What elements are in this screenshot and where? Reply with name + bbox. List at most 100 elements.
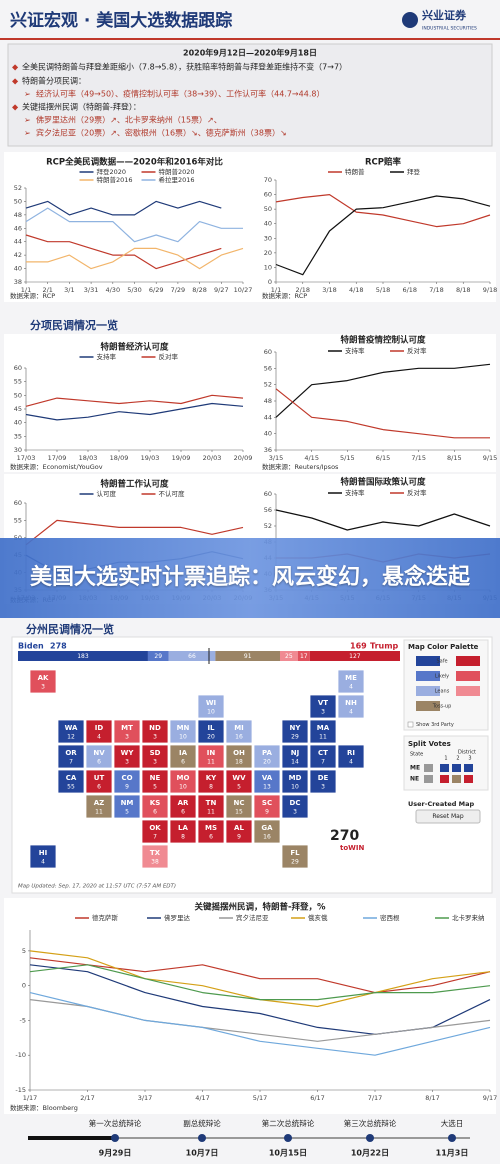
ev-segment-label: 127: [349, 653, 361, 660]
y-tick-label: 60: [14, 364, 22, 372]
state-abbr: VT: [318, 699, 328, 707]
y-tick-label: 60: [14, 499, 22, 507]
state-ev: 3: [293, 809, 297, 816]
timeline-date: 10月15日: [269, 1149, 307, 1158]
state-abbr: MT: [121, 724, 133, 732]
legend-label: 支持率: [345, 346, 365, 355]
timeline-event: 第三次总统辩论: [344, 1118, 397, 1128]
series-line: [29, 964, 491, 1001]
state-ev: 11: [207, 759, 215, 766]
series-line: [25, 394, 244, 407]
state-abbr: AL: [234, 824, 244, 832]
timeline-dot: [448, 1134, 456, 1142]
state-abbr: IL: [207, 724, 215, 732]
palette-label: Likely: [435, 674, 449, 680]
state-abbr: ME: [345, 674, 357, 682]
state-tile: [169, 769, 197, 794]
x-tick-label: 17/03: [17, 454, 36, 462]
ev-segment: [215, 651, 281, 661]
state-abbr: RI: [347, 749, 355, 757]
y-tick-label: 10: [264, 263, 272, 271]
legend-label: 佛罗里达: [164, 913, 191, 922]
state-abbr: NC: [234, 799, 245, 807]
legend-label: 特朗普2016: [97, 175, 133, 184]
summary-line: 全美民调特朗普与拜登差距缩小（7.8→5.8），获胜赔率特朗普与拜登差距维持不变…: [22, 62, 347, 72]
state-tile: [113, 794, 141, 819]
state-tile: [85, 794, 113, 819]
series-line: [25, 200, 222, 216]
chart-title: 关键摇摆州民调，特朗普-拜登，%: [194, 902, 326, 913]
y-tick-label: 30: [264, 234, 272, 242]
split-state: ME: [410, 765, 420, 772]
x-tick-label: 9/18: [483, 286, 498, 294]
state-ev: 7: [153, 834, 157, 841]
state-tile: [281, 794, 309, 819]
split-cell: [440, 775, 449, 783]
series-line: [29, 992, 491, 1056]
x-tick-label: 1/1: [21, 286, 31, 294]
state-ev: 10: [207, 709, 215, 716]
y-tick-label: 60: [264, 490, 272, 498]
logo-subtext: INDUSTRIAL SECURITIES: [422, 26, 477, 32]
third-party: Show 3rd Party: [416, 722, 454, 728]
district-label: 1: [444, 756, 447, 762]
state-tile: [169, 819, 197, 844]
state-tile: [141, 769, 169, 794]
state-tile: [225, 719, 253, 744]
state-tile: [253, 744, 281, 769]
state-abbr: CA: [66, 774, 77, 782]
state-abbr: IA: [179, 749, 188, 757]
state-tile: [253, 819, 281, 844]
timeline-event: 大选日: [441, 1118, 464, 1128]
state-abbr: AZ: [94, 799, 105, 807]
legend-label: 特朗普: [345, 167, 365, 176]
x-tick-label: 7/15: [411, 454, 426, 462]
x-tick-label: 20/03: [203, 454, 222, 462]
ev-segment: [309, 651, 400, 661]
split-state: NE: [410, 776, 419, 783]
state-ev: 6: [97, 784, 101, 791]
state-tile: [309, 694, 337, 719]
y-tick-label: -5: [20, 1016, 26, 1024]
user-map: User-Created Map: [408, 800, 475, 808]
summary-sub: 宾夕法尼亚（20票）↗、密歇根州（16票）↘、德克萨斯州（38票）↘: [36, 128, 287, 138]
state-abbr: WV: [232, 774, 246, 782]
legend-label: 反对率: [407, 488, 427, 497]
palette-swatch: [456, 686, 480, 696]
data-source: 数据来源：Economist/YouGov: [10, 462, 103, 471]
legend-label: 拜登2020: [97, 167, 127, 176]
series-line: [29, 957, 491, 994]
y-tick-label: 56: [264, 506, 272, 514]
chart-title: 特朗普经济认可度: [100, 342, 169, 353]
x-tick-label: 18/03: [79, 454, 98, 462]
x-tick-label: 2/17: [80, 1094, 95, 1102]
state-ev: 6: [97, 759, 101, 766]
x-tick-label: 20/09: [234, 454, 253, 462]
state-abbr: SC: [262, 799, 272, 807]
timeline-dot: [111, 1134, 119, 1142]
timeline-date: 10月7日: [186, 1149, 219, 1158]
x-tick-label: 5/18: [376, 286, 391, 294]
state-tile: [57, 719, 85, 744]
x-tick-label: 9/27: [214, 286, 229, 294]
banner-box: 美国大选实时计票追踪：风云变幻，悬念迭起: [30, 565, 470, 590]
y-tick-label: 40: [14, 265, 22, 273]
x-tick-label: 6/17: [310, 1094, 325, 1102]
state-abbr: NV: [93, 749, 105, 757]
state-tile: [169, 794, 197, 819]
y-tick-label: 44: [264, 413, 272, 421]
map-updated: Map Updated: Sep. 17, 2020 at 11:57 UTC …: [18, 884, 176, 890]
state-ev: 7: [69, 759, 73, 766]
state-abbr: LA: [178, 824, 188, 832]
x-tick-label: 3/31: [84, 286, 99, 294]
ev-segment-label: 66: [188, 653, 196, 660]
palette-swatch: [416, 656, 440, 666]
x-tick-label: 4/18: [349, 286, 364, 294]
x-tick-label: 19/09: [172, 454, 191, 462]
state-ev: 3: [153, 734, 157, 741]
ev-segment-label: 91: [244, 653, 252, 660]
legend-label: 支持率: [345, 488, 365, 497]
